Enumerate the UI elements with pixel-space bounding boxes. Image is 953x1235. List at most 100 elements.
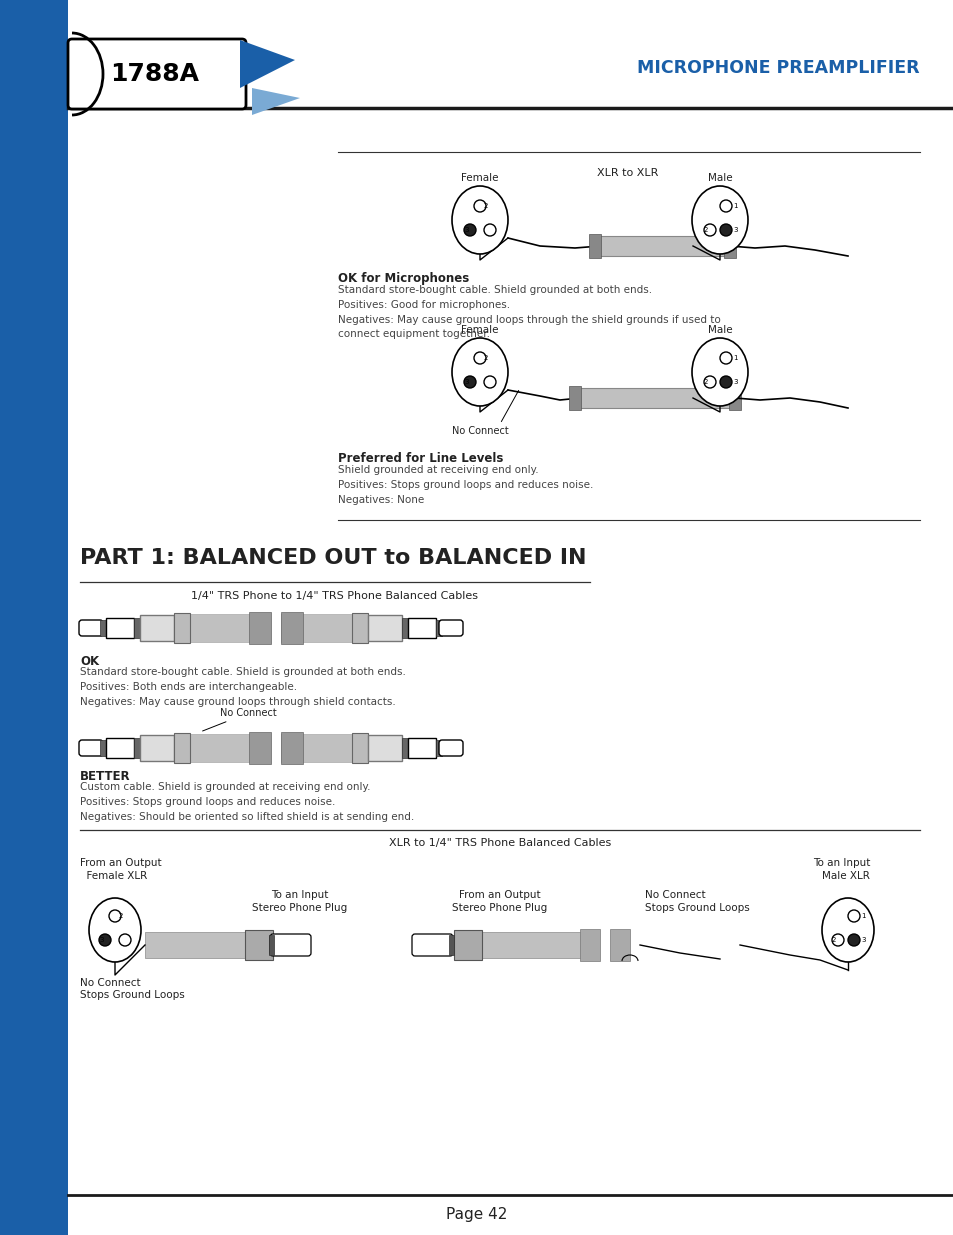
Bar <box>579 929 599 961</box>
FancyBboxPatch shape <box>575 388 734 408</box>
FancyBboxPatch shape <box>438 620 462 636</box>
Text: 1: 1 <box>732 203 737 209</box>
Bar <box>352 613 368 643</box>
Bar <box>106 739 133 758</box>
Text: Male: Male <box>707 173 732 183</box>
Text: To an Input: To an Input <box>271 890 329 900</box>
FancyBboxPatch shape <box>190 734 261 762</box>
FancyBboxPatch shape <box>68 40 246 109</box>
Bar <box>368 615 401 641</box>
FancyBboxPatch shape <box>79 620 103 636</box>
Circle shape <box>720 200 731 212</box>
Text: 3: 3 <box>463 379 468 385</box>
Text: Female: Female <box>460 173 498 183</box>
Text: No Connect: No Connect <box>451 426 508 436</box>
FancyBboxPatch shape <box>595 236 729 256</box>
FancyBboxPatch shape <box>281 732 303 764</box>
Circle shape <box>474 200 485 212</box>
Text: Shield grounded at receiving end only.
Positives: Stops ground loops and reduces: Shield grounded at receiving end only. P… <box>337 466 593 505</box>
Ellipse shape <box>89 898 141 962</box>
Bar <box>408 739 436 758</box>
FancyBboxPatch shape <box>281 614 352 642</box>
FancyBboxPatch shape <box>249 613 271 643</box>
Ellipse shape <box>452 338 507 406</box>
Circle shape <box>99 934 111 946</box>
Text: 3: 3 <box>732 379 737 385</box>
FancyBboxPatch shape <box>568 387 580 410</box>
Bar <box>133 739 140 758</box>
Text: No Connect: No Connect <box>644 890 705 900</box>
Bar <box>100 740 106 756</box>
Text: No Connect: No Connect <box>80 978 140 988</box>
Bar <box>368 735 401 761</box>
Text: 3: 3 <box>463 227 468 233</box>
Text: From an Output: From an Output <box>458 890 540 900</box>
Bar <box>0 0 68 1235</box>
Text: Stops Ground Loops: Stops Ground Loops <box>80 990 185 1000</box>
Text: 1: 1 <box>861 913 864 919</box>
Circle shape <box>831 934 843 946</box>
Text: XLR to 1/4" TRS Phone Balanced Cables: XLR to 1/4" TRS Phone Balanced Cables <box>389 839 611 848</box>
FancyBboxPatch shape <box>249 732 271 764</box>
Bar <box>140 735 173 761</box>
Circle shape <box>463 375 476 388</box>
Text: Male: Male <box>707 325 732 335</box>
FancyBboxPatch shape <box>281 613 303 643</box>
Text: Page 42: Page 42 <box>446 1208 507 1223</box>
Text: Stops Ground Loops: Stops Ground Loops <box>644 903 749 913</box>
Text: Female: Female <box>460 325 498 335</box>
Polygon shape <box>252 88 299 115</box>
FancyBboxPatch shape <box>245 930 273 960</box>
Ellipse shape <box>821 898 873 962</box>
FancyBboxPatch shape <box>723 233 735 258</box>
Text: OK for Microphones: OK for Microphones <box>337 272 469 285</box>
Bar <box>436 620 441 636</box>
Text: 1/4" TRS Phone to 1/4" TRS Phone Balanced Cables: 1/4" TRS Phone to 1/4" TRS Phone Balance… <box>192 592 478 601</box>
Circle shape <box>703 224 716 236</box>
Text: Custom cable. Shield is grounded at receiving end only.
Positives: Stops ground : Custom cable. Shield is grounded at rece… <box>80 782 414 821</box>
Circle shape <box>847 934 859 946</box>
Bar <box>173 613 190 643</box>
Text: PART 1: BALANCED OUT to BALANCED IN: PART 1: BALANCED OUT to BALANCED IN <box>80 548 586 568</box>
Text: 3: 3 <box>99 937 103 944</box>
Text: 3: 3 <box>861 937 864 944</box>
Bar <box>352 734 368 763</box>
Text: 2: 2 <box>119 913 123 919</box>
FancyBboxPatch shape <box>145 932 245 958</box>
Circle shape <box>483 375 496 388</box>
FancyBboxPatch shape <box>728 387 740 410</box>
FancyBboxPatch shape <box>588 233 600 258</box>
Text: 2: 2 <box>483 203 488 209</box>
FancyBboxPatch shape <box>481 932 592 958</box>
FancyBboxPatch shape <box>281 734 352 762</box>
Text: Female XLR: Female XLR <box>80 871 147 881</box>
Bar <box>140 615 173 641</box>
Text: Standard store-bought cable. Shield grounded at both ends.
Positives: Good for m: Standard store-bought cable. Shield grou… <box>337 285 720 340</box>
Text: 2: 2 <box>483 354 488 361</box>
Text: Stereo Phone Plug: Stereo Phone Plug <box>253 903 347 913</box>
Bar <box>269 935 274 955</box>
Text: Preferred for Line Levels: Preferred for Line Levels <box>337 452 503 466</box>
Text: OK: OK <box>80 655 99 668</box>
FancyBboxPatch shape <box>190 614 261 642</box>
Ellipse shape <box>691 186 747 254</box>
Text: 2: 2 <box>703 227 708 233</box>
Bar <box>106 618 133 638</box>
Text: 1: 1 <box>732 354 737 361</box>
Circle shape <box>720 224 731 236</box>
Bar <box>133 618 140 638</box>
Circle shape <box>483 224 496 236</box>
Circle shape <box>847 910 859 923</box>
Text: From an Output: From an Output <box>80 858 161 868</box>
Text: No Connect: No Connect <box>202 708 276 731</box>
Text: 2: 2 <box>703 379 708 385</box>
Bar <box>401 618 408 638</box>
Bar <box>100 620 106 636</box>
Polygon shape <box>240 40 294 88</box>
Text: BETTER: BETTER <box>80 769 131 783</box>
FancyBboxPatch shape <box>438 740 462 756</box>
Text: Stereo Phone Plug: Stereo Phone Plug <box>452 903 547 913</box>
Circle shape <box>703 375 716 388</box>
Circle shape <box>119 934 131 946</box>
Text: 1788A: 1788A <box>111 62 199 86</box>
